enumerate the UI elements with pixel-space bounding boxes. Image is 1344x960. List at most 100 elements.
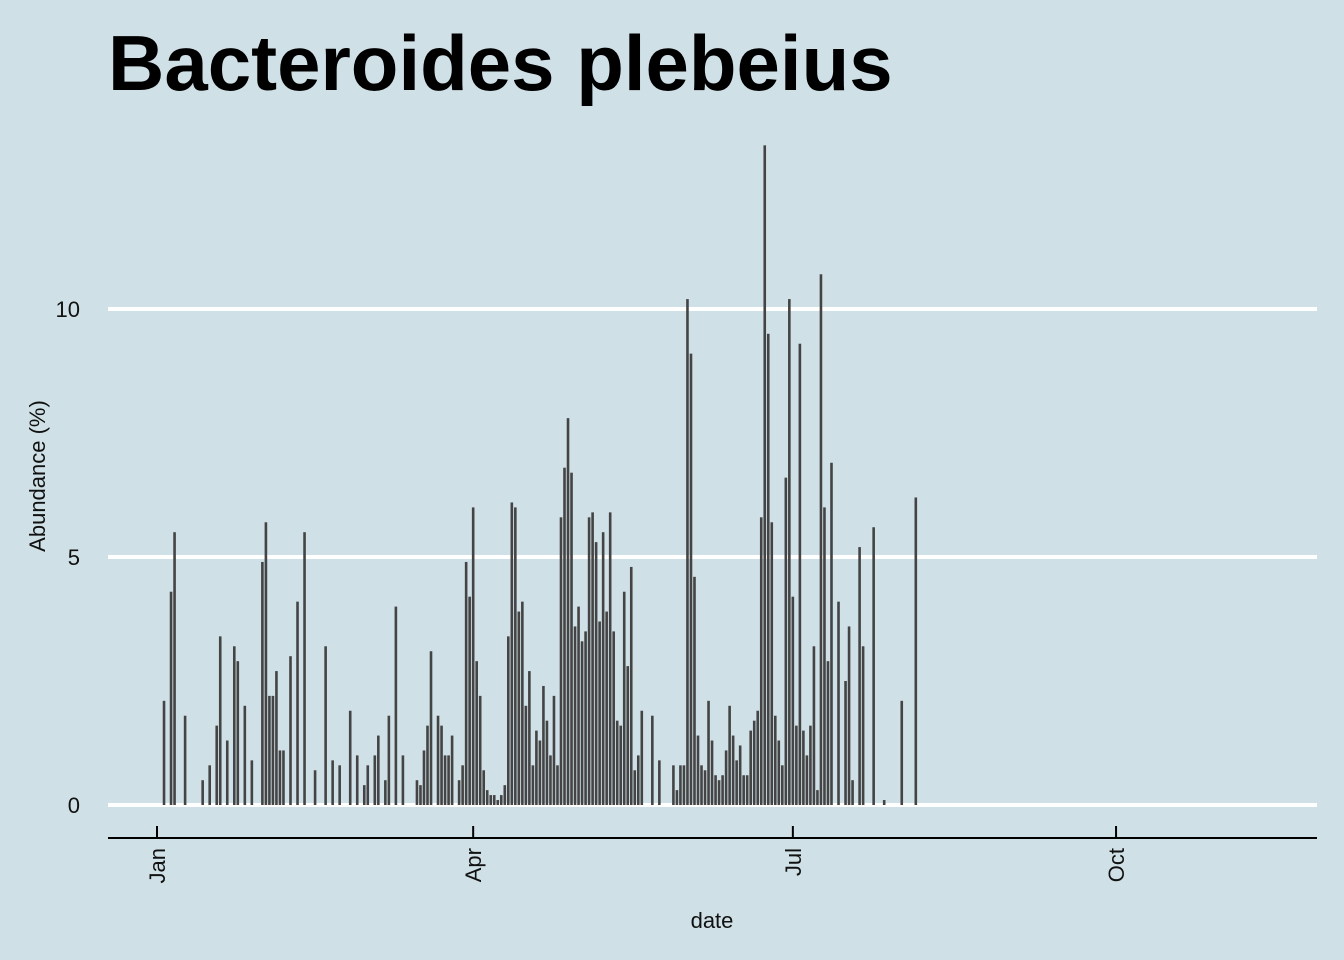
bar: [426, 725, 429, 805]
bar: [847, 626, 851, 805]
bar: [900, 700, 904, 805]
bar: [296, 601, 299, 805]
bar: [289, 656, 292, 805]
bar: [268, 695, 271, 805]
x-tick-label: Jan: [145, 848, 170, 883]
bar: [215, 725, 219, 805]
bar: [503, 785, 507, 805]
bar: [440, 725, 443, 805]
bar: [471, 507, 475, 805]
bar: [201, 780, 204, 805]
bar: [535, 730, 538, 805]
bars: [162, 145, 918, 805]
bar: [387, 715, 391, 805]
bar: [524, 705, 528, 805]
bar: [475, 661, 478, 805]
bar: [672, 765, 675, 805]
bar: [482, 770, 486, 805]
bar: [837, 601, 840, 805]
bar: [566, 418, 570, 805]
bar: [303, 532, 306, 805]
bar: [443, 755, 447, 805]
bar: [338, 765, 341, 805]
bar: [700, 765, 703, 805]
bar: [531, 765, 535, 805]
bar: [615, 720, 619, 805]
bar: [250, 760, 254, 805]
x-axis-title: date: [691, 908, 734, 933]
bar: [882, 800, 886, 805]
bar: [812, 646, 816, 805]
x-tick-label: Apr: [461, 848, 486, 882]
bar: [461, 765, 464, 805]
bar: [622, 591, 626, 805]
bar: [377, 735, 380, 805]
bar: [861, 646, 865, 805]
bar: [510, 502, 514, 805]
bar: [802, 730, 805, 805]
bar: [608, 512, 612, 805]
bar: [348, 710, 352, 805]
bar: [805, 755, 809, 805]
bar: [738, 745, 742, 805]
bar: [717, 780, 721, 805]
bar: [173, 532, 176, 805]
bar: [826, 661, 830, 805]
bar: [816, 790, 819, 805]
bar: [556, 765, 559, 805]
bar: [598, 621, 601, 805]
bar: [858, 547, 861, 805]
bar: [612, 631, 615, 805]
bar: [773, 715, 777, 805]
bar: [282, 750, 285, 805]
bar: [331, 760, 334, 805]
bar: [208, 765, 211, 805]
bar: [362, 785, 366, 805]
bar: [763, 145, 767, 805]
bar: [517, 611, 521, 805]
bar: [594, 542, 598, 805]
bar: [436, 715, 440, 805]
bar: [275, 671, 278, 805]
bar: [419, 785, 422, 805]
bar: [844, 681, 847, 805]
bar: [640, 710, 644, 805]
bar: [633, 770, 637, 805]
bar: [521, 601, 524, 805]
bar: [457, 780, 461, 805]
bar: [735, 760, 738, 805]
bar: [766, 333, 770, 805]
bar: [728, 705, 731, 805]
bar: [422, 750, 426, 805]
bar: [162, 700, 166, 805]
bar: [499, 795, 503, 805]
bar: [538, 740, 542, 805]
bar: [243, 705, 247, 805]
bar: [313, 770, 317, 805]
bar: [619, 725, 623, 805]
bar: [795, 725, 798, 805]
bar: [355, 755, 359, 805]
bar: [384, 780, 387, 805]
bar: [710, 740, 714, 805]
x-tick-label: Oct: [1104, 848, 1129, 882]
bar: [394, 606, 398, 805]
bar: [830, 462, 833, 805]
bar: [788, 299, 791, 805]
y-tick-label: 0: [68, 793, 80, 818]
bar: [169, 591, 173, 805]
bar: [577, 606, 580, 805]
bar: [629, 566, 633, 805]
bar: [742, 775, 745, 805]
bar: [714, 775, 717, 805]
bar: [563, 467, 566, 805]
bar: [450, 735, 454, 805]
bar: [696, 735, 700, 805]
y-axis-title: Abundance (%): [25, 400, 50, 552]
bar: [756, 710, 760, 805]
bar: [770, 522, 774, 805]
bar: [232, 646, 236, 805]
bar: [478, 695, 482, 805]
y-tick-label: 10: [56, 297, 80, 322]
bar: [777, 740, 781, 805]
